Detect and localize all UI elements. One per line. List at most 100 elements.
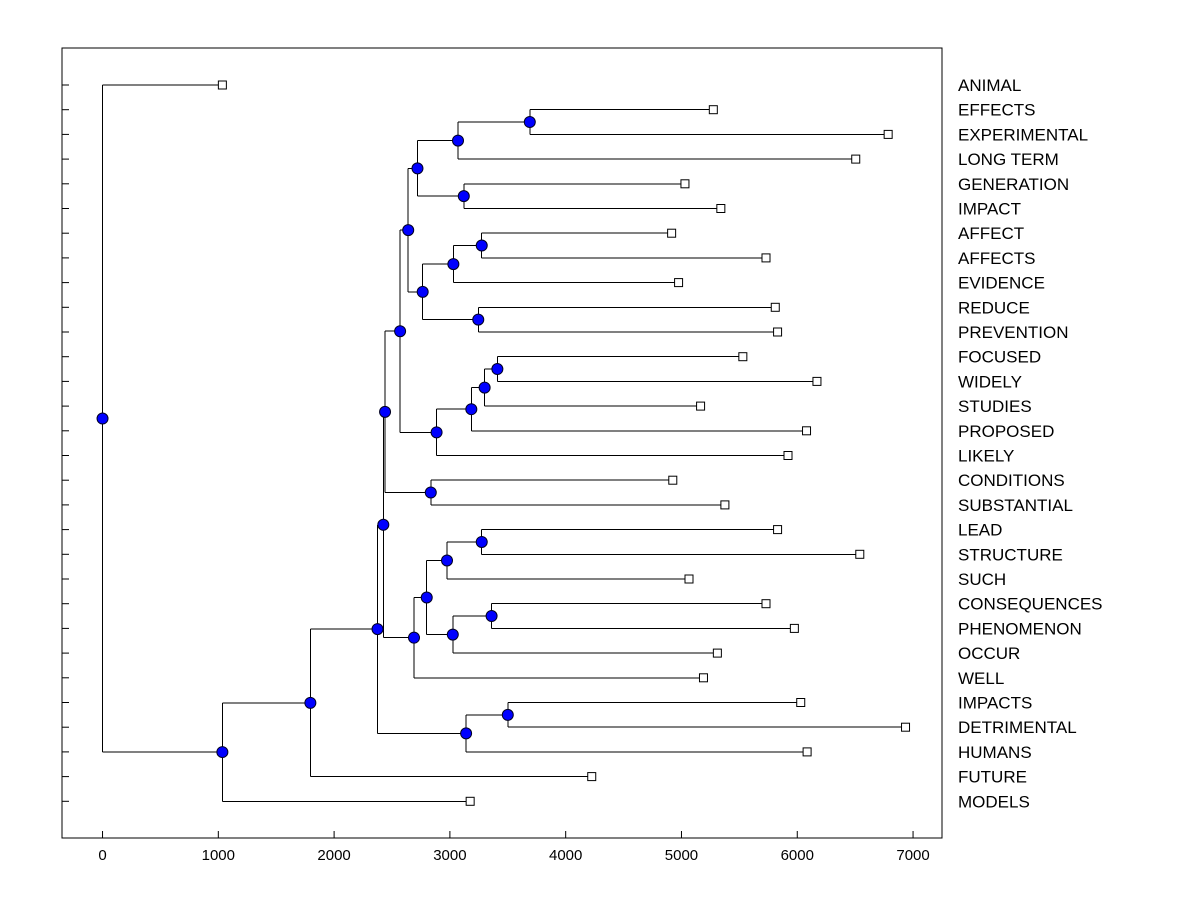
merge-node xyxy=(394,325,407,338)
leaf-label: EXPERIMENTAL xyxy=(958,125,1088,144)
leaf-label: SUBSTANTIAL xyxy=(958,496,1073,515)
merge-node xyxy=(465,403,478,416)
merge-node xyxy=(523,116,536,129)
leaf-marker xyxy=(901,722,911,732)
leaf-marker xyxy=(716,204,726,213)
leaf-marker xyxy=(761,253,771,263)
x-tick-label: 0 xyxy=(98,847,106,864)
leaf-label: WIDELY xyxy=(958,372,1022,391)
merge-node xyxy=(96,412,109,425)
merge-node xyxy=(475,239,488,252)
merge-node xyxy=(430,426,443,439)
leaf-marker xyxy=(773,525,783,535)
merge-node xyxy=(416,285,429,298)
merge-node xyxy=(452,134,464,147)
merge-node xyxy=(216,746,229,759)
plot-frame xyxy=(61,47,943,839)
x-tick-label: 3000 xyxy=(433,847,466,864)
merge-nodes xyxy=(96,116,536,759)
axis-ticks xyxy=(62,84,914,838)
leaf-label: AFFECT xyxy=(958,224,1024,243)
leaf-label: IMPACT xyxy=(958,200,1021,219)
leaf-label: HUMANS xyxy=(958,743,1032,762)
x-tick-label: 2000 xyxy=(317,847,350,864)
leaf-label: MODELS xyxy=(958,792,1030,811)
leaf-marker xyxy=(667,228,677,238)
leaf-marker xyxy=(855,549,865,559)
leaf-label: AFFECTS xyxy=(958,249,1035,268)
leaf-marker xyxy=(696,401,706,411)
leaf-marker xyxy=(738,352,748,362)
merge-node xyxy=(460,727,473,740)
x-tick-label: 1000 xyxy=(202,847,235,864)
merge-node xyxy=(424,486,437,499)
leaf-marker xyxy=(773,327,783,337)
leaf-marker xyxy=(883,129,893,139)
merge-node xyxy=(411,162,424,175)
merge-node xyxy=(491,363,504,376)
leaf-marker xyxy=(668,475,678,485)
leaf-marker xyxy=(712,648,722,658)
leaf-label: DETRIMENTAL xyxy=(958,718,1077,737)
merge-node xyxy=(304,696,317,709)
leaf-label: FOCUSED xyxy=(958,348,1041,367)
leaf-marker xyxy=(851,154,861,164)
leaf-marker xyxy=(708,105,718,115)
leaf-marker xyxy=(217,80,227,90)
leaf-label: CONDITIONS xyxy=(958,471,1065,490)
x-tick-label: 6000 xyxy=(781,847,814,864)
leaf-label: STRUCTURE xyxy=(958,545,1063,564)
leaf-label: LIKELY xyxy=(958,447,1014,466)
merge-node xyxy=(420,591,433,604)
leaf-marker xyxy=(796,698,806,707)
leaf-label: LONG TERM xyxy=(958,150,1059,169)
leaf-marker xyxy=(770,302,780,312)
leaf-marker xyxy=(465,796,475,806)
leaf-labels: ANIMAL EFFECTS EXPERIMENTAL LONG TERM GENERA… xyxy=(958,76,1103,811)
merge-node xyxy=(408,631,420,644)
leaf-label: STUDIES xyxy=(958,397,1032,416)
merge-node xyxy=(501,708,514,721)
x-tick-label: 5000 xyxy=(665,847,698,864)
leaf-marker xyxy=(698,673,708,683)
leaf-label: PROPOSED xyxy=(958,422,1054,441)
merge-node xyxy=(446,628,459,641)
merge-node xyxy=(457,190,470,203)
merge-node xyxy=(447,258,460,271)
leaf-label: EVIDENCE xyxy=(958,274,1045,293)
leaf-label: WELL xyxy=(958,669,1004,688)
leaf-label: REDUCE xyxy=(958,298,1030,317)
leaf-marker xyxy=(783,451,793,460)
leaf-label: GENERATION xyxy=(958,175,1069,194)
leaf-marker xyxy=(812,376,822,386)
leaf-label: CONSEQUENCES xyxy=(958,595,1103,614)
x-tick-labels: 0 1000 2000 3000 4000 5000 6000 7000 xyxy=(98,847,929,864)
leaf-marker xyxy=(674,278,684,288)
leaf-label: IMPACTS xyxy=(958,694,1032,713)
leaf-label: ANIMAL xyxy=(958,76,1021,95)
merge-node xyxy=(478,381,491,394)
leaf-marker xyxy=(680,179,690,189)
merge-node xyxy=(377,518,390,531)
merge-node xyxy=(485,610,498,623)
merge-node xyxy=(475,535,488,548)
leaf-label: OCCUR xyxy=(958,644,1020,663)
x-tick-label: 7000 xyxy=(896,847,929,864)
leaf-marker xyxy=(802,747,812,757)
x-tick-label: 4000 xyxy=(549,847,582,864)
leaf-marker xyxy=(761,599,771,609)
leaf-label: PHENOMENON xyxy=(958,619,1082,638)
leaf-marker xyxy=(789,623,799,633)
leaf-label: PREVENTION xyxy=(958,323,1069,342)
leaf-markers xyxy=(217,80,911,806)
leaf-marker xyxy=(802,426,812,436)
merge-node xyxy=(371,623,384,636)
merge-node xyxy=(472,313,485,326)
merge-node xyxy=(379,405,392,418)
leaf-label: LEAD xyxy=(958,521,1002,540)
merge-node xyxy=(441,554,453,567)
leaf-label: SUCH xyxy=(958,570,1006,589)
leaf-marker xyxy=(684,574,694,584)
merge-node xyxy=(402,224,415,237)
